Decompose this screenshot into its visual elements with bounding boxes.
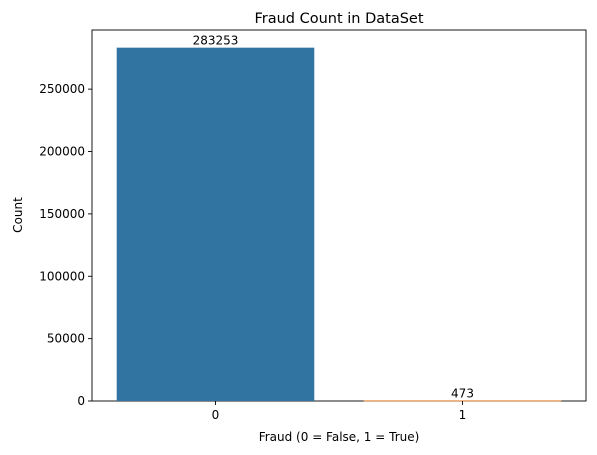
y-tick-label-0: 0 [77, 394, 85, 408]
data-label-1: 473 [451, 386, 474, 400]
y-tick-label-250000: 250000 [39, 82, 85, 96]
y-axis-label: Count [11, 197, 25, 233]
bar-1 [363, 400, 562, 402]
y-tick-label-50000: 50000 [47, 332, 85, 346]
y-tick-label-100000: 100000 [39, 269, 85, 283]
x-axis-label: Fraud (0 = False, 1 = True) [259, 430, 420, 444]
y-tick-label-200000: 200000 [39, 145, 85, 159]
bars-group [116, 47, 562, 402]
plot-frame [91, 29, 587, 402]
bar-0 [116, 47, 315, 401]
x-tick-label-0: 0 [212, 408, 220, 422]
chart-title: Fraud Count in DataSet [254, 11, 423, 27]
data-labels-group: 283253 473 [193, 34, 474, 401]
y-axis-ticks: 0 50000 100000 150000 200000 250000 [39, 82, 92, 408]
x-tick-label-1: 1 [459, 408, 467, 422]
y-tick-label-150000: 150000 [39, 207, 85, 221]
data-label-0: 283253 [193, 34, 239, 48]
